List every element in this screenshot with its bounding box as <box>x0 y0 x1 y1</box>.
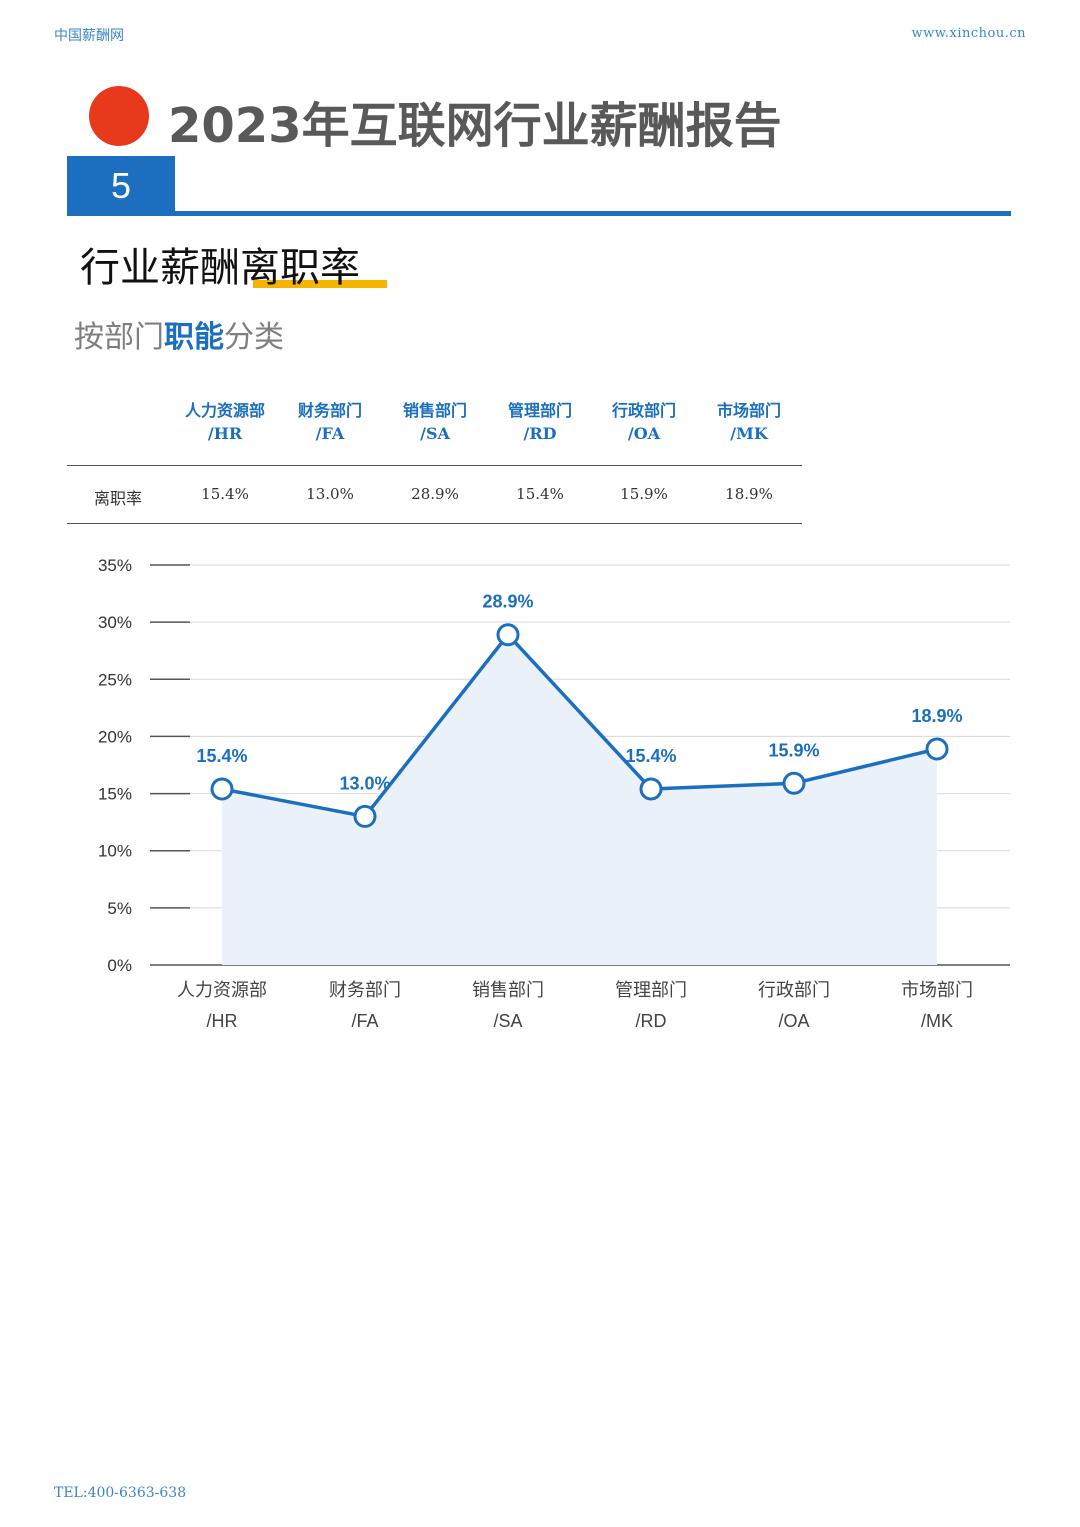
site-name: 中国薪酬网 <box>54 28 124 44</box>
table-cell-rd: 15.4% <box>516 485 564 503</box>
table-header-mk: 市场部门/MK <box>716 401 781 443</box>
x-tick-label-code: /MK <box>921 1011 953 1031</box>
table-cell-sa: 28.9% <box>411 485 459 503</box>
x-tick-label-code: /RD <box>636 1011 667 1031</box>
x-tick-label-code: /OA <box>778 1011 809 1031</box>
table-cell-oa: 15.9% <box>620 485 668 503</box>
data-label: 28.9% <box>482 592 533 612</box>
heading-highlight <box>253 280 387 288</box>
title-dot-icon <box>89 86 149 146</box>
y-tick-label: 15% <box>98 785 132 804</box>
table-header-rd: 管理部门/RD <box>507 401 572 443</box>
series-area <box>222 634 937 965</box>
footer-tel: TEL:400-6363-638 <box>54 1485 187 1501</box>
table-header-oa: 行政部门/OA <box>611 401 676 443</box>
data-point <box>353 804 377 828</box>
data-label: 15.4% <box>196 746 247 766</box>
x-tick-label: 人力资源部 <box>177 980 267 1001</box>
data-point <box>782 771 806 795</box>
table-header-row: 人力资源部/HR 财务部门/FA 销售部门/SA 管理部门/RD 行政部门/OA… <box>67 395 802 466</box>
site-url[interactable]: www.xinchou.cn <box>911 26 1026 41</box>
section-subheading: 按部门职能分类 <box>74 312 284 356</box>
section-divider <box>67 211 1011 216</box>
y-tick-label: 25% <box>98 670 132 689</box>
subheading-bold: 职能 <box>164 320 224 355</box>
x-tick-label-code: /HR <box>207 1011 238 1031</box>
table-header-hr: 人力资源部/HR <box>184 401 265 443</box>
table-cell-fa: 13.0% <box>306 485 354 503</box>
x-tick-label: 财务部门 <box>329 980 401 1001</box>
table-row: 离职率 15.4% 13.0% 28.9% 15.4% 15.9% 18.9% <box>67 466 802 524</box>
x-tick-label: 销售部门 <box>472 980 544 1001</box>
series-line <box>221 632 938 819</box>
data-label: 18.9% <box>911 706 962 726</box>
y-tick-label: 0% <box>107 956 132 975</box>
data-label: 13.0% <box>339 773 390 793</box>
data-point <box>639 777 663 801</box>
data-point <box>925 737 949 761</box>
data-point <box>496 623 520 647</box>
data-label: 15.4% <box>625 746 676 766</box>
y-tick-label: 10% <box>98 842 132 861</box>
table-cell-mk: 18.9% <box>725 485 773 503</box>
subheading-suffix: 分类 <box>224 320 284 355</box>
x-tick-label: 行政部门 <box>758 980 830 1001</box>
data-point <box>210 777 234 801</box>
y-tick-label: 30% <box>98 613 132 632</box>
x-tick-label-code: /FA <box>351 1011 378 1031</box>
x-tick-label: 管理部门 <box>615 980 687 1001</box>
subheading-prefix: 按部门 <box>74 320 164 355</box>
turnover-line-chart: 0% 5% 10% 15% 20% 25% 30% 35% 15.4% 13.0% 28.9% 15.… <box>98 556 1010 1031</box>
table-header-fa: 财务部门/FA <box>297 401 362 443</box>
y-tick-label: 20% <box>98 727 132 746</box>
data-label: 15.9% <box>768 740 819 760</box>
section-number-badge: 5 <box>67 156 175 216</box>
section-heading: 行业薪酬离职率 <box>80 245 360 291</box>
x-tick-label: 市场部门 <box>901 980 973 1001</box>
y-tick-label: 5% <box>107 899 132 918</box>
x-tick-label-code: /SA <box>493 1011 522 1031</box>
table-header-sa: 销售部门/SA <box>402 401 467 443</box>
turnover-table: 人力资源部/HR 财务部门/FA 销售部门/SA 管理部门/RD 行政部门/OA… <box>67 395 802 524</box>
table-cell-hr: 15.4% <box>201 485 249 503</box>
y-tick-label: 35% <box>98 556 132 575</box>
table-row-label: 离职率 <box>94 489 143 508</box>
report-title: 2023年互联网行业薪酬报告 <box>168 98 782 154</box>
